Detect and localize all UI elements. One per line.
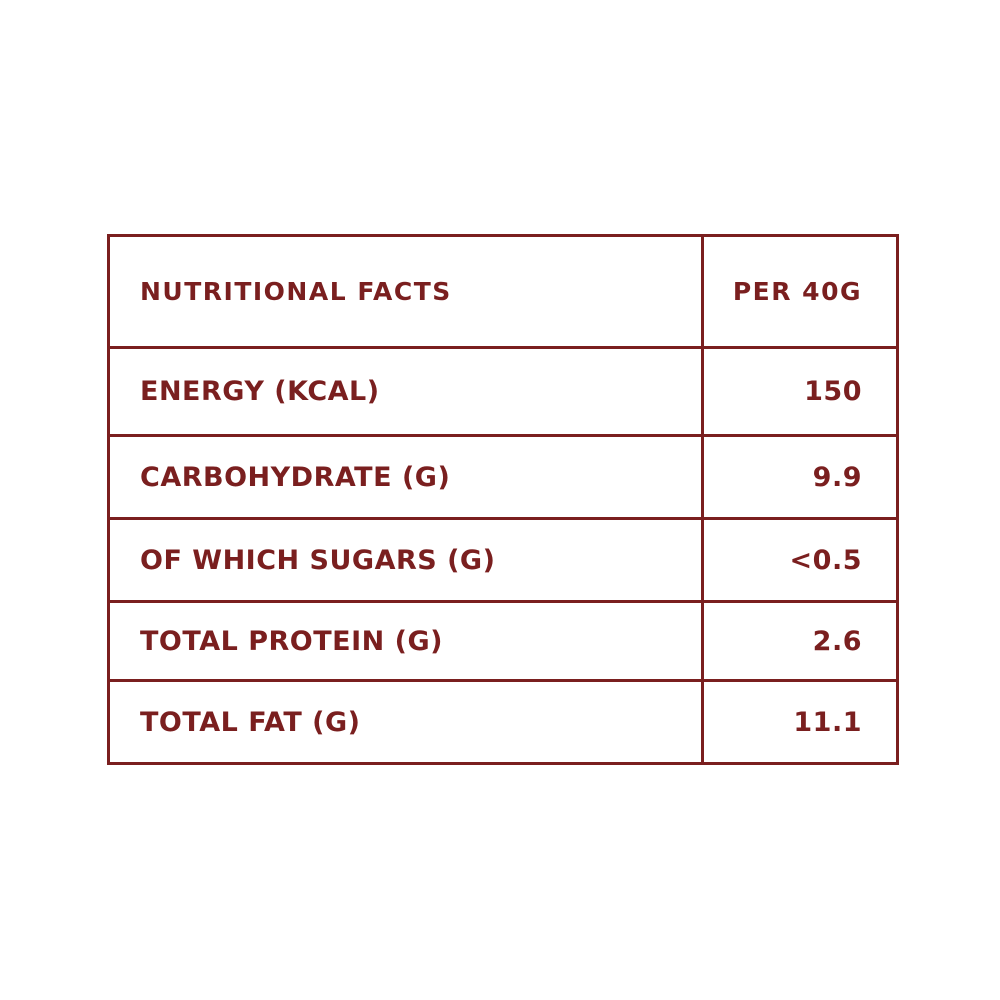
row-carbohydrate-label: CARBOHYDRATE (G) — [110, 437, 704, 520]
table-header-value: PER 40G — [704, 237, 896, 349]
row-protein-label: TOTAL PROTEIN (G) — [110, 603, 704, 682]
row-energy-value: 150 — [704, 349, 896, 437]
nutrition-facts-table: NUTRITIONAL FACTS PER 40G ENERGY (KCAL) … — [107, 234, 899, 765]
row-energy-label: ENERGY (KCAL) — [110, 349, 704, 437]
row-sugars-value: <0.5 — [704, 520, 896, 603]
row-sugars-label: OF WHICH SUGARS (G) — [110, 520, 704, 603]
table-header-label: NUTRITIONAL FACTS — [110, 237, 704, 349]
row-protein-value: 2.6 — [704, 603, 896, 682]
row-fat-label: TOTAL FAT (G) — [110, 682, 704, 762]
row-fat-value: 11.1 — [793, 706, 862, 738]
row-carbohydrate-value: 9.9 — [704, 437, 896, 520]
